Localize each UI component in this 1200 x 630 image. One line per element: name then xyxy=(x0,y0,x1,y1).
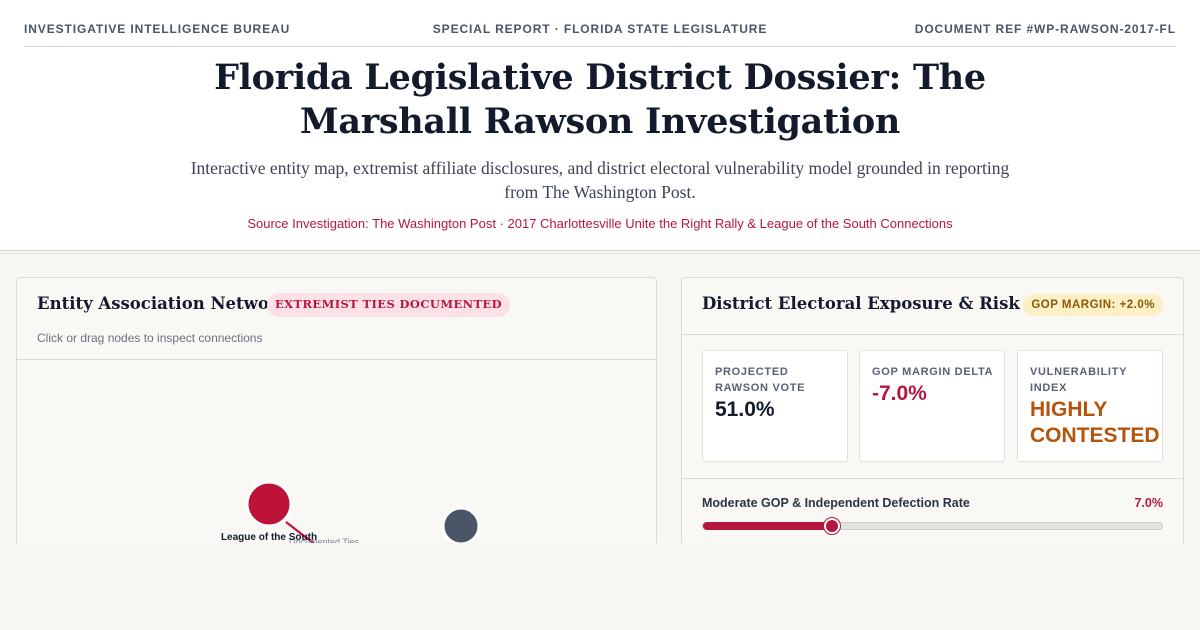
stat-label: GOP MARGIN DELTA xyxy=(872,366,994,378)
slider-thumb[interactable] xyxy=(823,518,840,534)
defection-slider-label: Moderate GOP & Independent Defection Rat… xyxy=(702,496,970,510)
node-secondary-entity[interactable] xyxy=(441,506,481,546)
document-ref: DOCUMENT REF #WP-RAWSON-2017-FL xyxy=(914,22,1176,36)
stat-value: -7.0% xyxy=(872,382,927,405)
risk-panel-header: District Electoral Exposure & Risk GOP M… xyxy=(682,278,1183,335)
entity-network-panel: Entity Association Network EXTREMIST TIE… xyxy=(16,277,657,577)
slider-fill xyxy=(703,522,832,530)
stat-value: 51.0% xyxy=(715,398,775,421)
source-link[interactable]: Source Investigation: The Washington Pos… xyxy=(247,216,953,231)
report-type: SPECIAL REPORT · FLORIDA STATE LEGISLATU… xyxy=(432,22,768,36)
page-title: Florida Legislative District Dossier: Th… xyxy=(214,57,986,142)
gop-margin-badge: GOP MARGIN: +2.0% xyxy=(1023,294,1163,316)
stat-label: VULNERABILITY INDEX xyxy=(1030,366,1127,394)
stat-card-vulnerability: VULNERABILITY INDEX HIGHLY CONTESTED xyxy=(1017,350,1163,462)
defection-slider[interactable] xyxy=(702,518,1163,534)
node-league-of-the-south[interactable] xyxy=(245,480,293,528)
stat-card-margin-delta: GOP MARGIN DELTA -7.0% xyxy=(859,350,1005,462)
node-label-league: League of the South xyxy=(221,532,317,543)
network-canvas[interactable]: Documented Ties League of the South xyxy=(17,360,656,576)
topbar: INVESTIGATIVE INTELLIGENCE BUREAU SPECIA… xyxy=(24,21,1176,47)
network-panel-title: Entity Association Network xyxy=(37,294,289,313)
risk-panel-title: District Electoral Exposure & Risk xyxy=(702,294,1020,313)
network-hint: Click or drag nodes to inspect connectio… xyxy=(37,331,263,345)
network-panel-header: Entity Association Network EXTREMIST TIE… xyxy=(17,278,656,360)
viewport-bottom xyxy=(0,543,1200,630)
stat-value: HIGHLY CONTESTED xyxy=(1030,398,1160,447)
electoral-risk-panel: District Electoral Exposure & Risk GOP M… xyxy=(681,277,1184,577)
divider xyxy=(682,478,1183,479)
stat-card-projected-vote: PROJECTED RAWSON VOTE 51.0% xyxy=(702,350,848,462)
edge-league-to-unknown xyxy=(285,521,318,547)
defection-slider-value: 7.0% xyxy=(1134,496,1164,510)
stat-label: PROJECTED RAWSON VOTE xyxy=(715,366,806,394)
extremist-ties-badge: EXTREMIST TIES DOCUMENTED xyxy=(267,293,511,317)
report-header: INVESTIGATIVE INTELLIGENCE BUREAU SPECIA… xyxy=(0,0,1200,254)
page-subtitle: Interactive entity map, extremist affili… xyxy=(190,158,1010,202)
edge-label: Documented Ties xyxy=(289,537,360,547)
bureau-name: INVESTIGATIVE INTELLIGENCE BUREAU xyxy=(24,22,291,36)
network-graph[interactable]: Documented Ties League of the South xyxy=(17,360,656,576)
